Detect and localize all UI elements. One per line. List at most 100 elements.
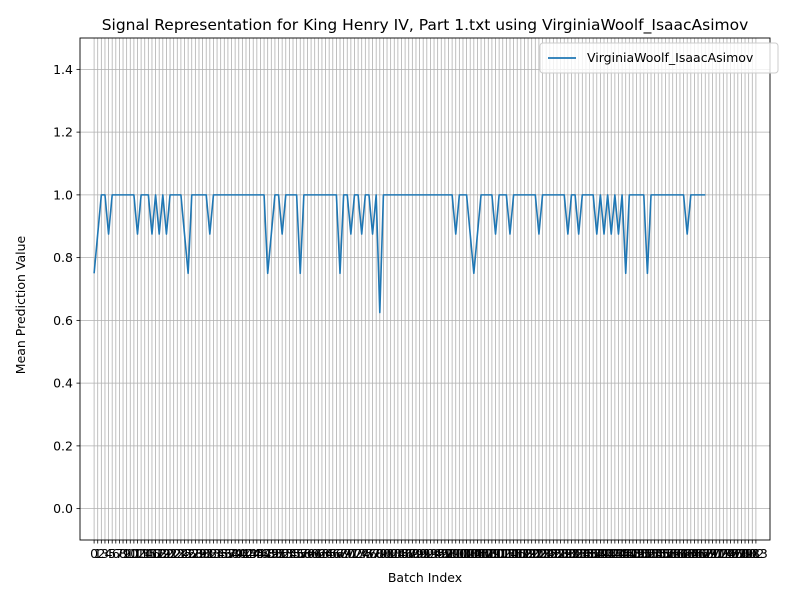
x-tick-label: 58 — [296, 546, 312, 561]
x-tick-label: 91 — [415, 546, 431, 561]
x-tick-label: 146 — [610, 546, 634, 561]
x-tick-label: 174 — [711, 546, 735, 561]
x-tick-label: 32 — [202, 546, 218, 561]
x-tick-label: 100 — [444, 546, 468, 561]
plot-area-border — [79, 37, 771, 541]
x-tick-label: 160 — [661, 546, 685, 561]
x-tick-label: 173 — [708, 546, 732, 561]
x-tick-label: 117 — [505, 546, 529, 561]
x-tick-label: 130 — [552, 546, 576, 561]
x-tick-label: 37 — [220, 546, 236, 561]
x-tick-label: 119 — [513, 546, 537, 561]
x-tick-label: 5 — [108, 546, 116, 561]
x-tick-label: 83 — [386, 546, 402, 561]
x-tick-label: 68 — [332, 546, 348, 561]
x-tick-label: 69 — [336, 546, 352, 561]
x-tick-label: 66 — [325, 546, 341, 561]
x-tick-label: 84 — [390, 546, 406, 561]
x-tick-label: 27 — [184, 546, 200, 561]
x-tick-label: 133 — [563, 546, 587, 561]
x-tick-label: 78 — [368, 546, 384, 561]
x-tick-label: 126 — [538, 546, 562, 561]
x-tick-label: 180 — [733, 546, 757, 561]
chart-title: Signal Representation for King Henry IV,… — [102, 16, 749, 35]
x-tick-label: 124 — [531, 546, 555, 561]
x-tick-label: 178 — [726, 546, 750, 561]
x-tick-label: 132 — [560, 546, 584, 561]
y-axis-label: Mean Prediction Value — [13, 235, 28, 374]
x-tick-label: 131 — [556, 546, 580, 561]
x-axis-label: Batch Index — [388, 570, 462, 585]
x-tick-label: 139 — [585, 546, 609, 561]
x-tick-label: 97 — [437, 546, 453, 561]
x-tick-label: 46 — [253, 546, 269, 561]
x-tick-label: 107 — [469, 546, 493, 561]
x-tick-label: 175 — [715, 546, 739, 561]
x-tick-label: 87 — [401, 546, 417, 561]
x-tick-label: 164 — [675, 546, 699, 561]
x-tick-label: 3 — [101, 546, 109, 561]
x-tick-label: 62 — [310, 546, 326, 561]
x-tick-label: 65 — [321, 546, 337, 561]
x-tick-label: 136 — [574, 546, 598, 561]
y-tick-label: 0.2 — [53, 438, 73, 453]
x-tick-label: 31 — [198, 546, 214, 561]
x-tick-label: 9 — [123, 546, 131, 561]
x-tick-label: 94 — [426, 546, 442, 561]
x-tick-label: 105 — [462, 546, 486, 561]
x-tick-label: 181 — [737, 546, 761, 561]
x-tick-label: 53 — [278, 546, 294, 561]
x-tick-label: 170 — [697, 546, 721, 561]
x-tick-label: 154 — [639, 546, 663, 561]
x-tick-label: 120 — [516, 546, 540, 561]
x-tick-label: 115 — [498, 546, 522, 561]
x-tick-label: 15 — [140, 546, 156, 561]
grid-lines — [80, 38, 770, 540]
x-tick-label: 64 — [318, 546, 334, 561]
x-tick-label: 183 — [744, 546, 768, 561]
y-tick-label: 0.4 — [53, 376, 73, 391]
x-tick-label: 57 — [292, 546, 308, 561]
x-tick-label: 179 — [730, 546, 754, 561]
x-tick-label: 106 — [466, 546, 490, 561]
x-tick-label: 80 — [375, 546, 391, 561]
x-tick-label: 182 — [740, 546, 764, 561]
x-tick-label: 10 — [122, 546, 138, 561]
x-tick-label: 147 — [614, 546, 638, 561]
x-tick-label: 108 — [473, 546, 497, 561]
x-tick-label: 25 — [177, 546, 193, 561]
x-tick-label: 55 — [285, 546, 301, 561]
x-tick-label: 118 — [509, 546, 533, 561]
x-tick-label: 56 — [289, 546, 305, 561]
x-tick-label: 156 — [646, 546, 670, 561]
x-tick-label: 155 — [643, 546, 667, 561]
series-line — [93, 194, 706, 314]
x-tick-label: 98 — [441, 546, 457, 561]
x-tick-label: 29 — [191, 546, 207, 561]
x-tick-label: 54 — [281, 546, 297, 561]
x-tick-label: 59 — [300, 546, 316, 561]
x-tick-label: 86 — [397, 546, 413, 561]
x-tick-label: 22 — [166, 546, 182, 561]
x-tick-label: 123 — [527, 546, 551, 561]
legend-box — [539, 42, 779, 74]
x-tick-label: 157 — [650, 546, 674, 561]
x-tick-label: 82 — [383, 546, 399, 561]
x-tick-label: 33 — [205, 546, 221, 561]
x-tick-label: 151 — [628, 546, 652, 561]
x-tick-label: 144 — [603, 546, 627, 561]
x-tick-label: 16 — [144, 546, 160, 561]
x-tick-label: 49 — [263, 546, 279, 561]
x-tick-label: 8 — [119, 546, 127, 561]
x-tick-label: 148 — [617, 546, 641, 561]
x-tick-label: 74 — [354, 546, 370, 561]
legend: VirginiaWoolf_IsaacAsimov — [539, 42, 779, 74]
x-tick-label: 99 — [444, 546, 460, 561]
x-tick-label: 142 — [596, 546, 620, 561]
x-tick-label: 96 — [433, 546, 449, 561]
x-tick-label: 67 — [328, 546, 344, 561]
x-tick-label: 138 — [581, 546, 605, 561]
x-tick-label: 12 — [130, 546, 146, 561]
y-tick-label: 1.2 — [53, 125, 73, 140]
